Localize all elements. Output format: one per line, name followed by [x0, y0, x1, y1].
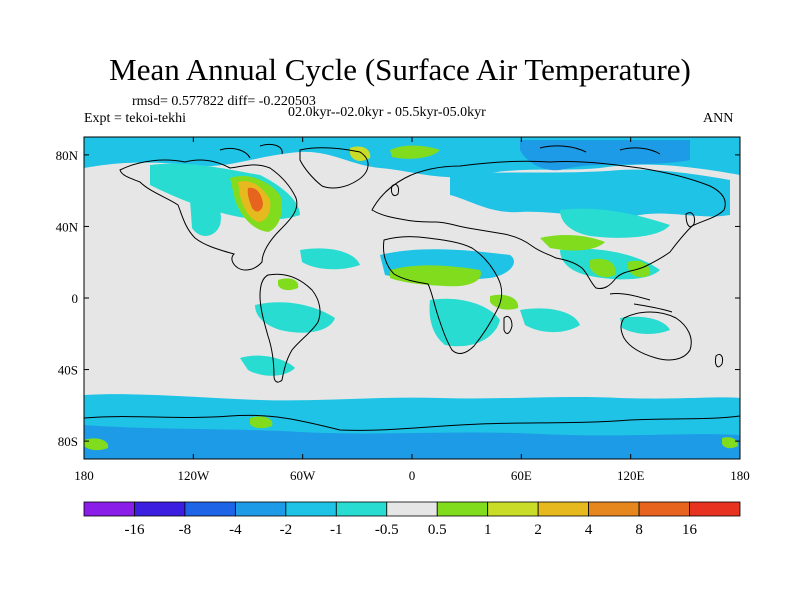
india-warming [590, 258, 616, 278]
lat-tick-label: 40N [56, 219, 79, 234]
latitude-axis: 80N 40N 0 40S 80S [56, 148, 740, 449]
lat-tick-label: 80S [58, 434, 78, 449]
lon-tick-label: 120W [177, 468, 210, 483]
south-atlantic-warming [250, 416, 273, 429]
anomaly-field [84, 137, 740, 459]
colorbar-swatch [234, 501, 287, 517]
colorbar-swatch [285, 501, 337, 517]
longitude-axis: 180 120W 60W 0 60E 120E 180 [74, 137, 750, 483]
antarctic-warming-east [722, 437, 738, 449]
lon-tick-label: 60E [511, 468, 532, 483]
lon-tick-label: 180 [74, 468, 94, 483]
lat-tick-label: 80N [56, 148, 79, 163]
lon-tick-label: 120E [617, 468, 645, 483]
colorbar-swatch [689, 501, 741, 517]
coastline-new-zealand [715, 353, 723, 368]
colorbar-swatch [134, 501, 186, 517]
colorbar-swatch [436, 501, 489, 517]
colorbar-swatch [386, 501, 438, 517]
east-asia-cooling [560, 208, 670, 238]
coastline-madagascar [503, 315, 513, 334]
south-pacific-cooling [240, 355, 295, 376]
south-america-cooling [255, 302, 335, 333]
coastline-greenland [299, 147, 369, 189]
colorbar-swatch [83, 501, 135, 517]
colorbar-label: -4 [229, 522, 242, 538]
coastline-south-america [259, 273, 321, 383]
coastline-antarctica [84, 414, 740, 431]
lon-tick-label: 0 [409, 468, 416, 483]
coastline-africa [383, 236, 503, 354]
coastline-australia [620, 311, 692, 361]
lat-tick-label: 40S [58, 363, 78, 378]
australia-cooling [620, 316, 670, 334]
coastlines [84, 143, 740, 431]
colorbar-label: 8 [635, 522, 643, 538]
coastline-arctic-islands [219, 143, 661, 159]
colorbar-label: 0.5 [428, 522, 447, 538]
colorbar-swatch [537, 501, 590, 517]
colorbar-label: -2 [280, 522, 293, 538]
colorbar-label: 4 [585, 522, 593, 538]
indian-ocean-cooling [520, 308, 580, 333]
season-text: ANN [703, 111, 734, 126]
colorbar-swatch [335, 501, 388, 517]
coastline-eurasia [371, 160, 726, 289]
colorbar-swatch [588, 501, 640, 517]
colorbar-label: -8 [179, 522, 192, 538]
lon-tick-label: 180 [730, 468, 750, 483]
colorbar-label: 2 [534, 522, 542, 538]
lat-tick-label: 0 [72, 291, 79, 306]
colorbar-label: -0.5 [375, 522, 399, 538]
antarctic-warming-west [84, 438, 109, 451]
antarctic-deep-cooling [84, 425, 740, 459]
period-text: 02.0kyr--02.0kyr - 05.5kyr-05.0kyr [288, 105, 486, 120]
lon-tick-label: 60W [290, 468, 316, 483]
arabia-warming [540, 235, 605, 251]
colorbar-label: 1 [484, 522, 492, 538]
colorbar-swatch [638, 501, 690, 517]
stats-text: rmsd= 0.577822 diff= -0.220503 [132, 94, 316, 109]
greenland-warming [390, 145, 440, 159]
colorbar-label: -1 [330, 522, 343, 538]
colorbar-swatch [487, 501, 539, 517]
hudson-hotspot-red [247, 187, 263, 212]
arctic-deep-cooling [520, 140, 690, 171]
east-africa-warming [490, 294, 519, 310]
experiment-text: Expt = tekoi-tekhi [84, 111, 186, 126]
west-pacific-warming [278, 278, 299, 291]
north-pacific-cooling [190, 198, 221, 236]
mid-atlantic-cooling [300, 248, 360, 270]
colorbar-label: 16 [682, 522, 698, 538]
colorbar: -16 -8 -4 -2 -1 -0.5 0.5 1 2 4 8 16 [83, 501, 741, 538]
coastline-north-america [119, 159, 298, 271]
colorbar-swatch [184, 501, 236, 517]
coastline-japan [685, 212, 695, 228]
coastline-indonesia [609, 293, 673, 313]
siberia-cooling [450, 169, 730, 218]
map-title: Mean Annual Cycle (Surface Air Temperatu… [109, 52, 691, 87]
coastline-uk [391, 183, 399, 197]
colorbar-label: -16 [124, 522, 144, 538]
